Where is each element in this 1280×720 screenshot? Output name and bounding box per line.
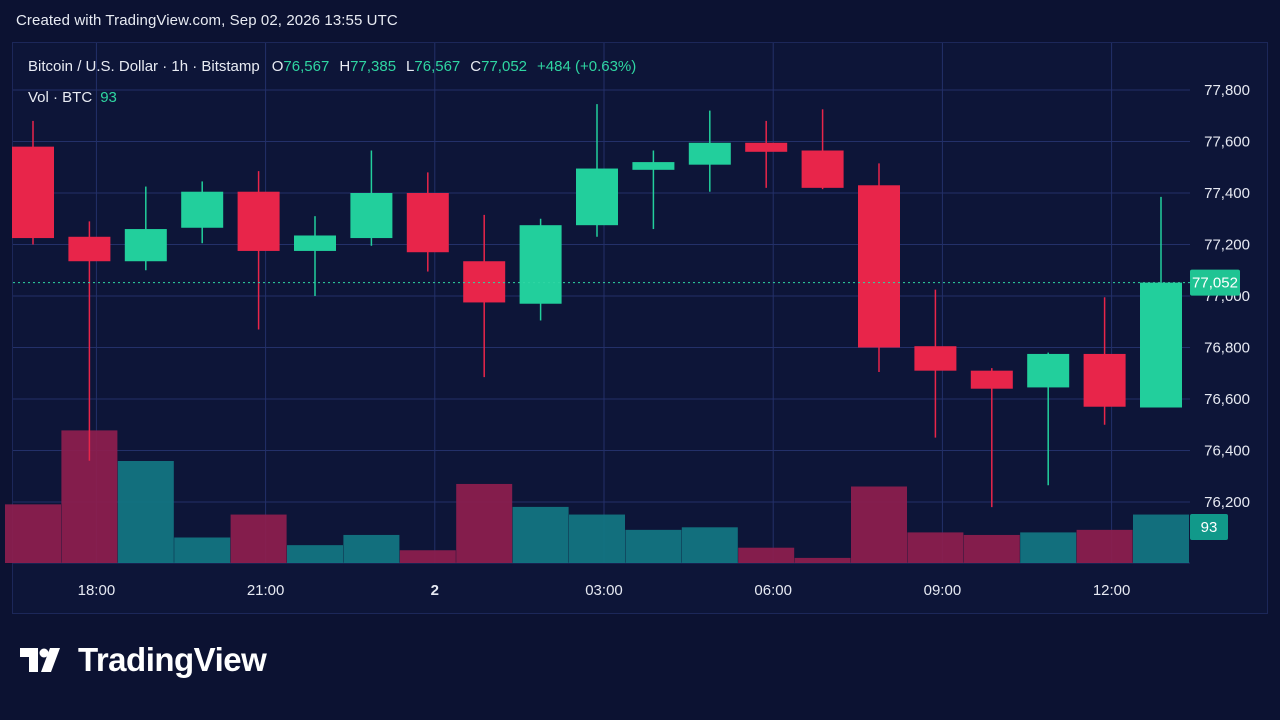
candle-body bbox=[406, 193, 449, 253]
volume-bar bbox=[625, 529, 682, 563]
y-tick-label: 76,600 bbox=[1204, 391, 1250, 408]
candle-body bbox=[970, 370, 1013, 389]
candle-body bbox=[519, 225, 562, 304]
change-value: +484 (+0.63%) bbox=[537, 58, 637, 75]
tradingview-logo-text: TradingView bbox=[78, 641, 267, 678]
x-tick-label: 2 bbox=[431, 582, 439, 599]
candle-body bbox=[463, 261, 506, 303]
last-price-tag: 77,052 bbox=[1192, 275, 1238, 292]
volume-bar bbox=[907, 532, 964, 563]
volume-bar bbox=[5, 504, 61, 563]
volume-label: Vol · BTC bbox=[28, 89, 93, 106]
candle-body bbox=[68, 236, 111, 262]
volume-bar bbox=[1076, 529, 1133, 563]
volume-bar bbox=[851, 486, 907, 563]
high-label: H bbox=[339, 58, 351, 75]
y-tick-label: 76,800 bbox=[1204, 340, 1250, 357]
y-tick-label: 77,600 bbox=[1204, 134, 1250, 151]
candle-layer bbox=[12, 104, 1182, 508]
axis-layer: 77,80077,60077,40077,20077,00076,80076,6… bbox=[78, 82, 1250, 599]
x-tick-label: 03:00 bbox=[585, 582, 623, 599]
grid-layer bbox=[13, 43, 1190, 564]
open-value: 76,567 bbox=[283, 58, 330, 75]
tradingview-logo-icon bbox=[20, 648, 60, 672]
volume-bar bbox=[230, 514, 287, 563]
y-tick-label: 76,200 bbox=[1204, 494, 1250, 511]
y-tick-label: 77,400 bbox=[1204, 185, 1250, 202]
close-label: C bbox=[470, 58, 482, 75]
x-tick-label: 12:00 bbox=[1093, 582, 1131, 599]
low-label: L bbox=[406, 58, 415, 75]
symbol-label[interactable]: Bitcoin / U.S. Dollar · 1h · Bitstamp bbox=[28, 58, 260, 75]
candle-body bbox=[745, 142, 788, 152]
y-tick-label: 77,200 bbox=[1204, 237, 1250, 254]
volume-bar bbox=[174, 537, 231, 563]
volume-bar bbox=[738, 547, 795, 563]
volume-bar bbox=[1020, 532, 1077, 563]
candle-body bbox=[1083, 353, 1126, 407]
high-value: 77,385 bbox=[350, 58, 397, 75]
x-tick-label: 21:00 bbox=[247, 582, 285, 599]
candle-body bbox=[1140, 282, 1182, 408]
candle-body bbox=[858, 185, 900, 348]
volume-bar bbox=[681, 527, 738, 563]
chart-panel[interactable] bbox=[12, 42, 1268, 614]
candle-body bbox=[688, 142, 731, 165]
candle-body bbox=[1027, 353, 1070, 388]
volume-tag-bg bbox=[1190, 514, 1228, 540]
candle-body bbox=[181, 191, 224, 228]
volume-bar bbox=[456, 483, 513, 563]
volume-bar bbox=[1133, 514, 1189, 563]
open-label: O bbox=[271, 58, 284, 75]
candle-body bbox=[576, 168, 618, 226]
x-tick-label: 09:00 bbox=[924, 582, 962, 599]
y-tick-label: 77,800 bbox=[1204, 82, 1250, 99]
watermark-text: Created with TradingView.com, Sep 02, 20… bbox=[16, 12, 398, 29]
volume-value: 93 bbox=[100, 89, 117, 106]
volume-tag: 93 bbox=[1201, 519, 1218, 536]
volume-bar bbox=[794, 557, 851, 563]
volume-bar bbox=[117, 461, 174, 563]
last-price-tag-bg bbox=[1190, 269, 1240, 296]
candle-body bbox=[350, 193, 393, 239]
volume-bar bbox=[287, 545, 343, 563]
volume-bar bbox=[343, 534, 400, 563]
volume-bar bbox=[399, 550, 456, 563]
candle-body bbox=[12, 146, 54, 239]
candle-body bbox=[237, 191, 280, 251]
close-value: 77,052 bbox=[481, 58, 528, 75]
x-tick-label: 18:00 bbox=[78, 582, 116, 599]
volume-bar bbox=[512, 506, 569, 563]
volume-bar bbox=[569, 514, 625, 563]
candle-body bbox=[632, 162, 675, 170]
x-tick-label: 06:00 bbox=[754, 582, 792, 599]
y-tick-label: 76,400 bbox=[1204, 443, 1250, 460]
low-value: 76,567 bbox=[414, 58, 461, 75]
candle-body bbox=[801, 150, 844, 188]
tag-layer: 77,052 93 bbox=[13, 269, 1240, 540]
candle-body bbox=[914, 346, 957, 371]
candle-body bbox=[124, 229, 167, 262]
volume-bar bbox=[963, 534, 1020, 563]
volume-layer bbox=[5, 430, 1189, 563]
volume-legend[interactable]: Vol · BTC 93 bbox=[28, 89, 117, 106]
candle-body bbox=[294, 235, 336, 251]
tradingview-logo[interactable]: TradingView bbox=[20, 640, 267, 680]
